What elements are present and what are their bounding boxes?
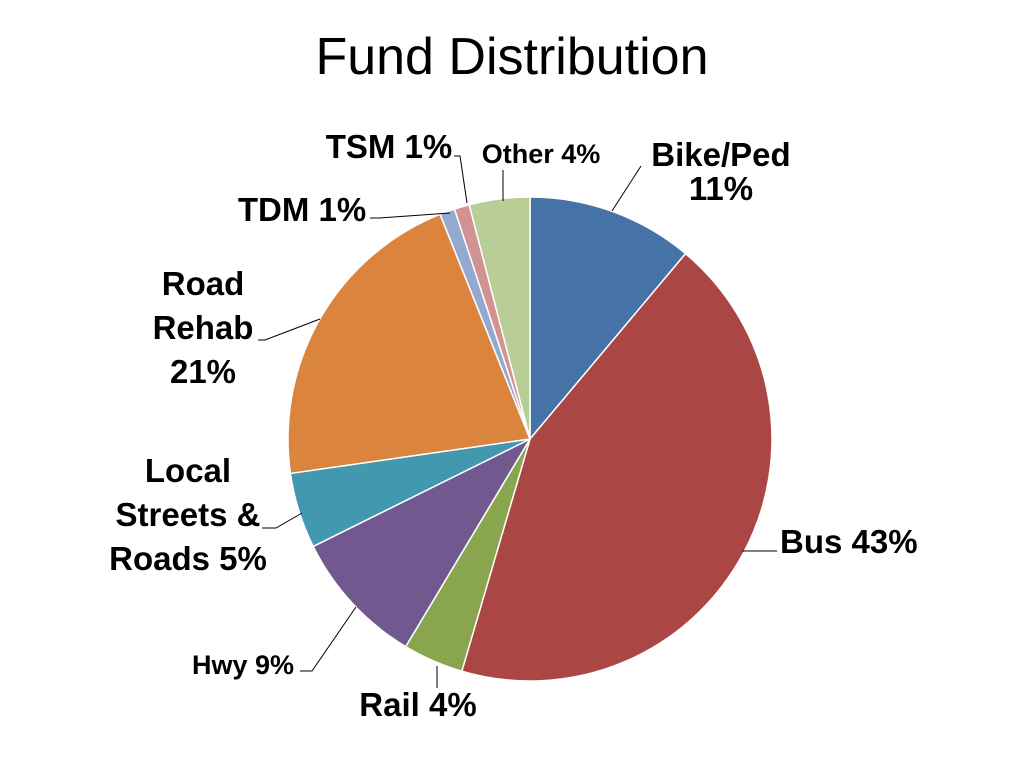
data-label-line: Bike/Ped: [651, 136, 790, 173]
chart-title: Fund Distribution: [315, 28, 709, 86]
data-label-line: TDM 1%: [238, 191, 366, 228]
data-label-line: 11%: [689, 170, 753, 207]
leader-line-hwy: [300, 606, 357, 672]
data-label-local-streets-roads: Local Streets & Roads 5%: [109, 452, 267, 577]
data-label-line: Rail 4%: [359, 686, 476, 723]
data-label-line: Road: [162, 265, 245, 302]
data-label-line: Bus 43%: [780, 523, 918, 560]
pie-slice-hwy: [312, 437, 532, 648]
data-label-line: Other 4%: [482, 139, 601, 169]
leader-line-bike-ped: [611, 165, 642, 212]
data-label-other: Other 4%: [482, 139, 601, 169]
data-label-line: Hwy 9%: [192, 650, 294, 680]
data-label-bike-ped: Bike/Ped 11%: [651, 136, 790, 207]
leader-line-tsm: [454, 155, 468, 204]
data-label-line: Streets &: [116, 496, 261, 533]
data-label-bus: Bus 43%: [780, 523, 918, 560]
data-label-line: Local: [145, 452, 231, 489]
leader-line-local-streets-roads: [262, 512, 303, 529]
data-label-tdm: TDM 1%: [238, 191, 366, 228]
pie-slice-bus: [460, 252, 773, 682]
data-label-line: 21%: [170, 353, 236, 390]
leader-line-tdm: [370, 212, 451, 219]
data-label-hwy: Hwy 9%: [192, 650, 294, 680]
data-label-line: Roads 5%: [109, 540, 267, 577]
data-label-rail: Rail 4%: [359, 686, 476, 723]
data-label-line: TSM 1%: [326, 128, 453, 165]
pie-slice-road-rehab: [287, 213, 532, 475]
data-label-road-rehab: Road Rehab 21%: [153, 265, 254, 390]
leader-line-road-rehab: [258, 318, 321, 341]
pie-slice-bike-ped: [529, 196, 687, 442]
pie-slice-other: [468, 196, 531, 440]
data-label-tsm: TSM 1%: [326, 128, 453, 165]
data-label-line: Rehab: [153, 309, 254, 346]
